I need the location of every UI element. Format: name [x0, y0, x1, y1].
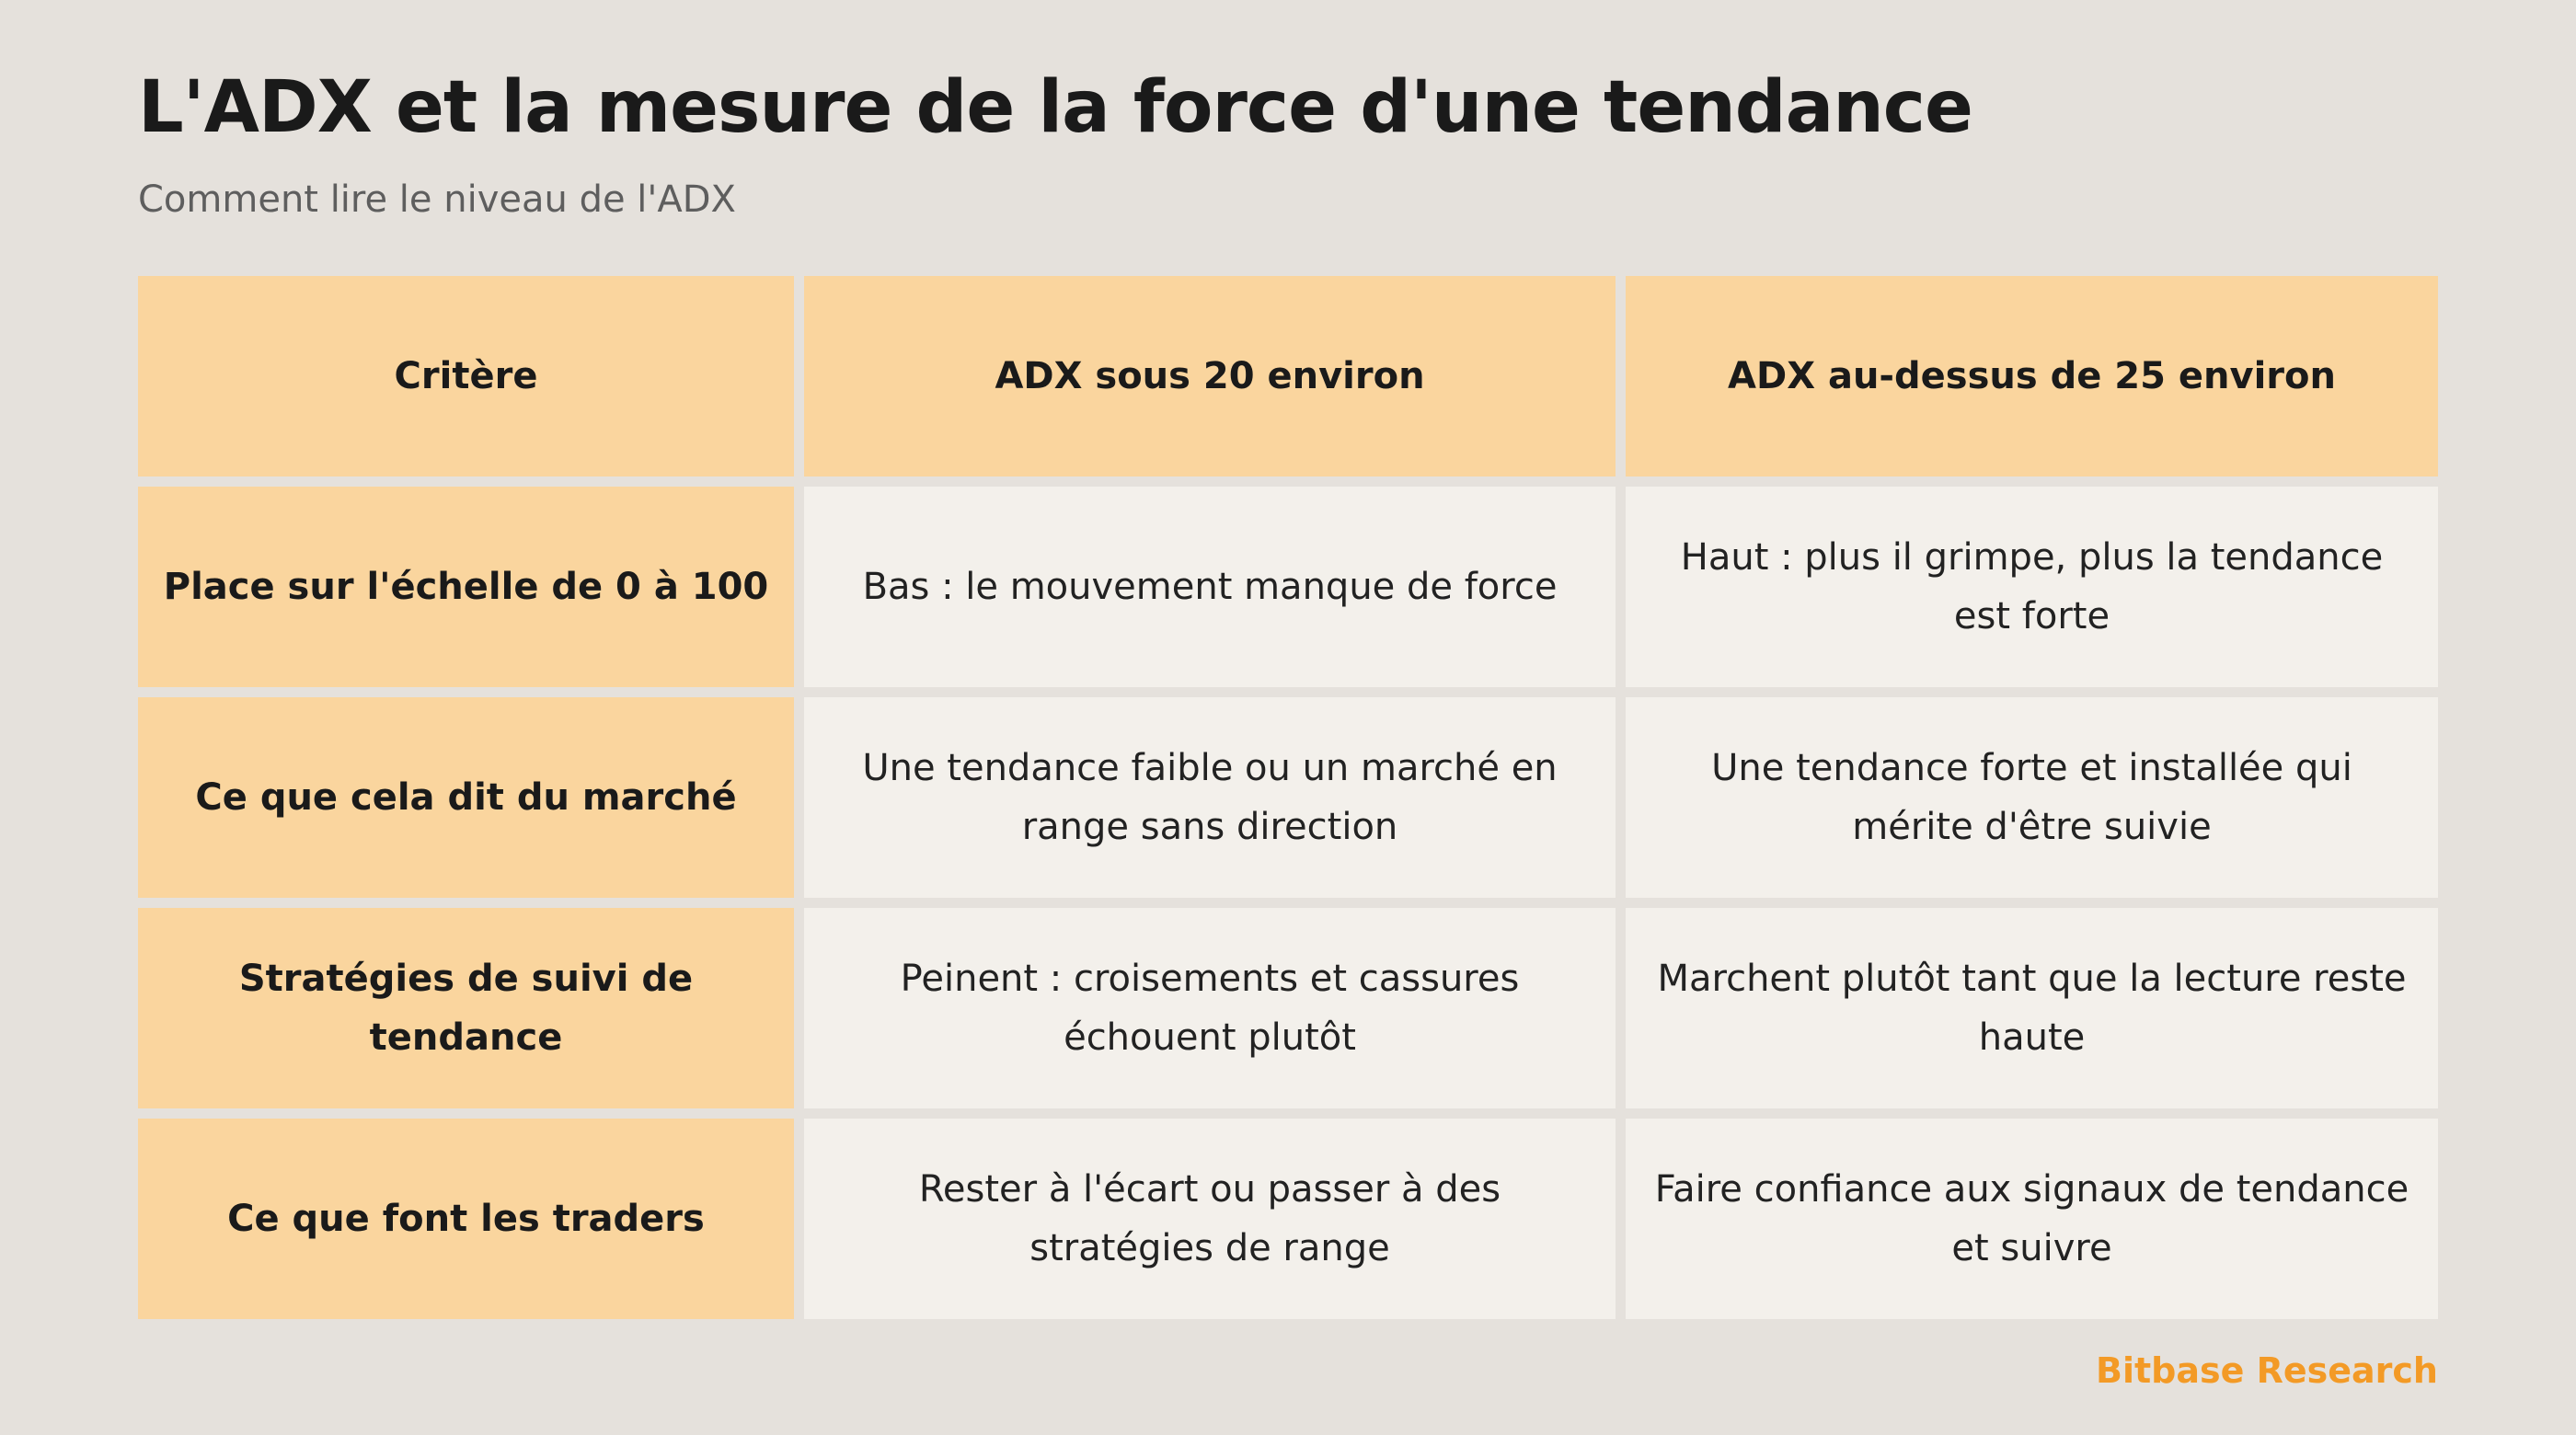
brand-label: Bitbase Research	[2095, 1350, 2438, 1391]
header-criterion: Critère	[138, 276, 794, 476]
row-adx-low: Bas : le mouvement manque de force	[804, 487, 1616, 687]
page-subtitle: Comment lire le niveau de l'ADX	[138, 178, 736, 221]
row-adx-high: Marchent plutôt tant que la lecture rest…	[1626, 908, 2438, 1108]
row-adx-high: Faire confiance aux signaux de tendance …	[1626, 1119, 2438, 1319]
row-criterion: Place sur l'échelle de 0 à 100	[138, 487, 794, 687]
row-adx-high: Une tendance forte et installée qui méri…	[1626, 697, 2438, 898]
row-criterion: Ce que cela dit du marché	[138, 697, 794, 898]
header-adx-low: ADX sous 20 environ	[804, 276, 1616, 476]
row-adx-low: Rester à l'écart ou passer à des stratég…	[804, 1119, 1616, 1319]
row-criterion: Stratégies de suivi de tendance	[138, 908, 794, 1108]
row-criterion: Ce que font les traders	[138, 1119, 794, 1319]
row-adx-low: Une tendance faible ou un marché en rang…	[804, 697, 1616, 898]
header-adx-high: ADX au-dessus de 25 environ	[1626, 276, 2438, 476]
row-adx-low: Peinent : croisements et cassures échoue…	[804, 908, 1616, 1108]
row-adx-high: Haut : plus il grimpe, plus la tendance …	[1626, 487, 2438, 687]
comparison-table: Critère ADX sous 20 environ ADX au-dessu…	[138, 276, 2438, 1319]
page-title: L'ADX et la mesure de la force d'une ten…	[138, 66, 1973, 149]
